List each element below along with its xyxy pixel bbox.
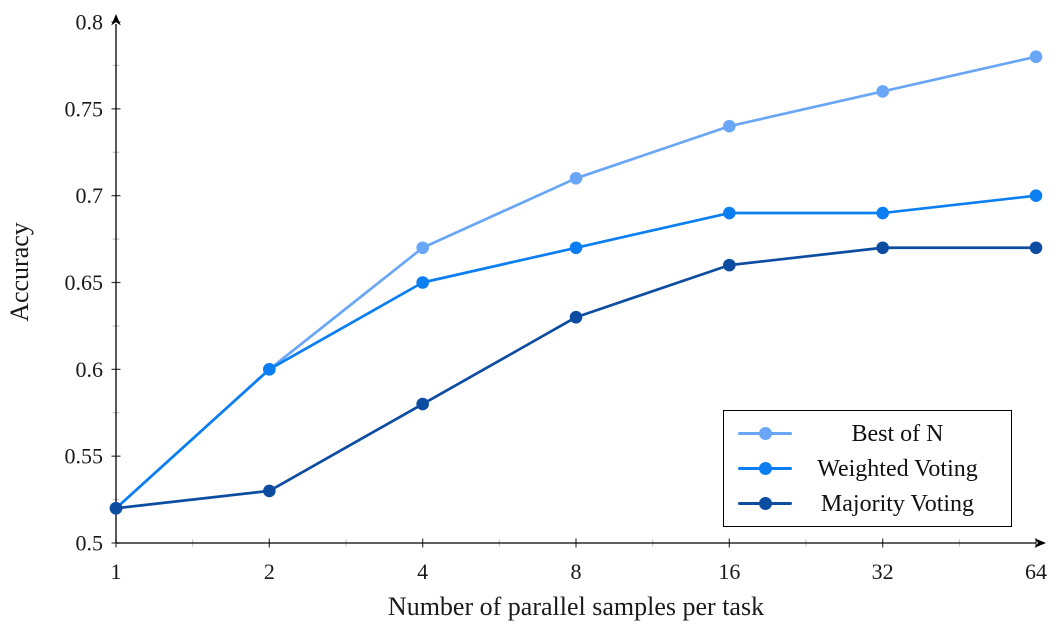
x-tick-label: 64	[1025, 559, 1047, 584]
data-point-majority-voting	[569, 310, 583, 324]
data-point-majority-voting	[723, 258, 736, 272]
legend-marker-majority-voting-icon	[738, 497, 792, 511]
data-point-weighted-voting	[723, 206, 736, 220]
data-point-majority-voting	[109, 501, 123, 515]
data-point-best-of-n	[876, 85, 889, 98]
data-point-majority-voting	[876, 241, 889, 255]
data-point-weighted-voting	[1029, 189, 1043, 202]
data-point-weighted-voting	[569, 241, 583, 255]
legend-marker-best-of-n-icon	[738, 427, 792, 441]
x-axis-label: Number of parallel samples per task	[388, 592, 764, 621]
y-axis-arrow	[111, 14, 121, 26]
y-tick-label: 0.7	[76, 183, 104, 208]
legend-item-weighted-voting: Weighted Voting	[728, 451, 1003, 486]
data-point-weighted-voting	[416, 276, 429, 289]
x-tick-label: 16	[718, 559, 740, 584]
data-point-best-of-n	[416, 241, 429, 255]
data-point-best-of-n	[1029, 50, 1043, 64]
data-point-majority-voting	[1029, 241, 1043, 255]
y-tick-label: 0.5	[76, 531, 104, 556]
data-point-majority-voting	[263, 484, 276, 498]
data-point-weighted-voting	[876, 206, 889, 220]
data-point-weighted-voting	[263, 363, 276, 376]
x-tick-label: 32	[872, 559, 894, 584]
y-tick-label: 0.55	[65, 444, 104, 469]
x-tick-label: 2	[264, 559, 275, 584]
legend: Best of N Weighted Voting Majority Votin…	[723, 410, 1012, 527]
data-point-best-of-n	[723, 119, 736, 133]
legend-label-weighted-voting: Weighted Voting	[817, 455, 978, 482]
x-tick-label: 4	[417, 559, 428, 584]
y-tick-label: 0.8	[76, 10, 104, 35]
data-point-majority-voting	[416, 397, 429, 411]
legend-label-majority-voting: Majority Voting	[820, 490, 975, 517]
legend-marker-weighted-voting-icon	[738, 462, 792, 476]
y-tick-label: 0.65	[65, 270, 104, 295]
y-tick-label: 0.6	[76, 357, 104, 382]
x-axis-arrow	[1034, 538, 1046, 548]
legend-item-majority-voting: Majority Voting	[728, 486, 1003, 521]
legend-item-best-of-n: Best of N	[728, 416, 1003, 451]
y-axis-label: Accuracy	[5, 222, 34, 322]
y-tick-label: 0.75	[65, 96, 104, 121]
x-tick-label: 8	[571, 559, 582, 584]
x-tick-label: 1	[111, 559, 122, 584]
legend-label-best-of-n: Best of N	[851, 420, 944, 447]
data-point-best-of-n	[569, 172, 583, 185]
